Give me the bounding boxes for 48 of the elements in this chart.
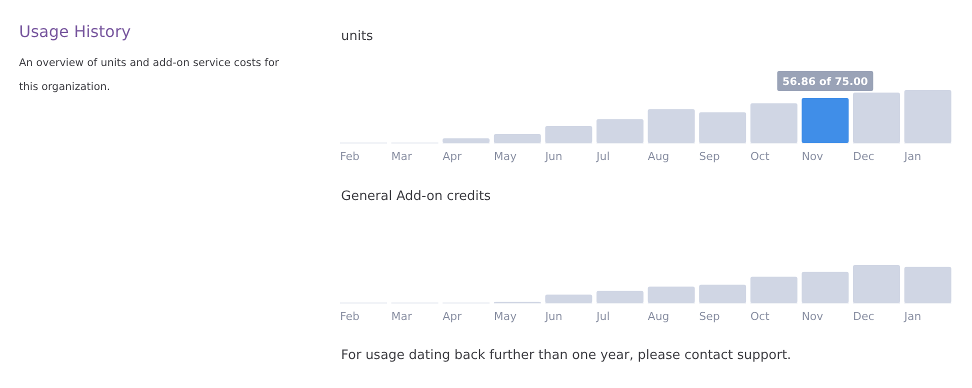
bar [802,272,849,303]
bar [648,286,695,303]
x-tick-label: Jun [544,310,562,323]
x-tick-label: Jul [596,310,610,323]
bar [853,265,900,303]
chart-title: units [341,29,374,44]
x-tick-label: Jan [903,310,922,323]
bar [750,103,798,143]
bar [596,290,644,303]
x-tick-label: Jun [544,150,562,163]
x-tick-label: Sep [699,150,720,163]
x-tick-label: Feb [340,310,360,323]
x-tick-label: Oct [750,310,770,323]
x-tick-label: Aug [648,310,670,323]
x-tick-label: May [494,310,518,323]
bar [699,284,746,303]
x-tick-label: Mar [391,150,413,163]
x-tick-label: May [494,150,518,163]
bar [545,294,592,303]
x-tick-label: Aug [648,150,670,163]
chart-title: General Add-on credits [341,189,491,204]
bar [545,126,592,143]
text: An overview of units and add-on service costs for this organization. [19,57,280,93]
x-tick-label: Sep [699,310,720,323]
x-tick-label: Nov [802,310,824,323]
bar [442,138,490,143]
x-tick-label: Jan [903,150,922,163]
x-tick-label: Dec [853,150,874,163]
bar [802,98,849,143]
bar [853,92,900,143]
bar [904,90,952,143]
bar [648,109,695,143]
x-tick-label: Mar [391,310,413,323]
x-tick-label: Dec [853,310,874,323]
bar [699,112,746,143]
x-tick-label: Apr [442,150,462,163]
bar [750,276,798,303]
bar [596,119,644,143]
annotation: 56.86 of 75.00 [782,76,868,88]
bar [494,134,541,143]
x-tick-label: Nov [802,150,824,163]
x-tick-label: Feb [340,150,360,163]
x-tick-label: Jul [596,150,610,163]
text: For usage dating back further than one year, please contact support. [341,348,792,363]
x-tick-label: Apr [442,310,462,323]
text: Usage History [19,22,131,41]
x-tick-label: Oct [750,150,770,163]
bar [904,266,952,303]
